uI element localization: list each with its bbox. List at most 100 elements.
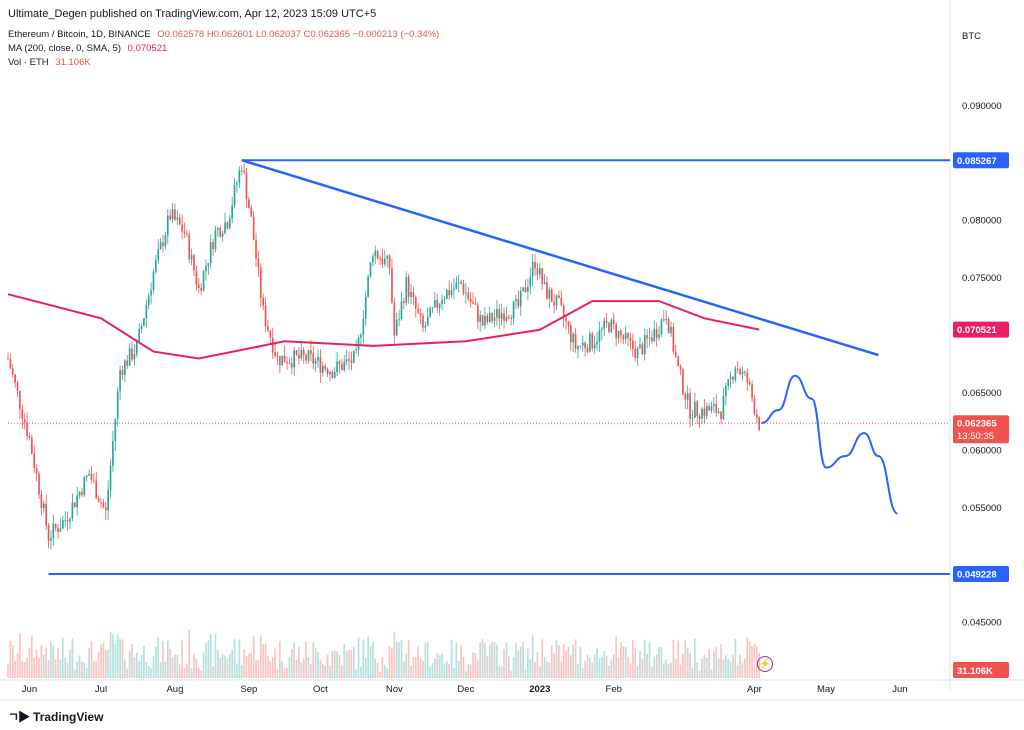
volume-bar (479, 642, 482, 678)
volume-bar (178, 664, 181, 678)
volume-bar (62, 637, 64, 678)
candle-body (469, 298, 472, 303)
legend-vol-label: Vol · ETH (8, 57, 49, 68)
volume-bar (417, 646, 420, 678)
volume-bar (631, 639, 634, 678)
candle-body (138, 329, 140, 341)
volume-bar (388, 646, 391, 678)
candle-body (713, 404, 715, 407)
volume-bar (197, 667, 200, 678)
lightning-icon[interactable]: ⚡ (757, 656, 773, 672)
candle-body (95, 480, 98, 499)
candle-body (708, 405, 710, 411)
legend-ma-value: 0.070521 (127, 43, 168, 54)
candle-body (193, 255, 195, 272)
volume-bar (357, 638, 360, 678)
candle-body (379, 258, 381, 259)
volume-bar (233, 639, 236, 678)
candle-body (224, 222, 226, 234)
candle-body (436, 300, 439, 308)
candle-body (78, 491, 81, 496)
volume-bar (383, 664, 386, 678)
candle-body (460, 282, 462, 284)
volume-bar (689, 652, 691, 678)
candle-body (498, 309, 501, 319)
candle-body (407, 277, 410, 298)
candle-body (624, 332, 627, 340)
candle-body (734, 368, 737, 380)
candle-body (233, 184, 236, 206)
candle-body (729, 376, 732, 380)
volume-bar (333, 650, 336, 678)
x-tick-label: Apr (747, 684, 762, 695)
candle-body (593, 344, 596, 349)
tradingview-footer[interactable]: ㄱ▶ TradingView (8, 708, 104, 725)
volume-bar (124, 659, 126, 678)
y-tick-label: 0.055000 (962, 503, 1002, 514)
candle-body (493, 317, 496, 322)
volume-bar (469, 664, 472, 678)
volume-bar (531, 635, 534, 678)
candle-body (724, 385, 727, 396)
candle-body (21, 409, 24, 420)
volume-bar (653, 656, 656, 678)
countdown-label: 13:50:35 (957, 431, 994, 442)
candle-body (252, 216, 255, 241)
volume-bar (507, 656, 510, 678)
candle-body (643, 335, 646, 355)
volume-bar (11, 645, 14, 678)
volume-bar (734, 638, 737, 678)
volume-bar (52, 645, 55, 678)
candle-body (264, 305, 267, 327)
volume-bar (589, 657, 591, 678)
volume-bar (33, 657, 36, 678)
candle-body (658, 334, 660, 338)
volume-bar (59, 659, 62, 678)
volume-bar (693, 638, 696, 678)
candle-body (276, 355, 279, 357)
candle-body (662, 319, 665, 321)
volume-bar (379, 671, 381, 678)
candle-body (476, 304, 479, 322)
candle-body (73, 502, 76, 507)
volume-bar (336, 651, 338, 678)
candle-body (455, 282, 458, 289)
candle-body (751, 384, 753, 399)
candle-body (362, 318, 365, 335)
candle-body (691, 418, 694, 419)
volume-bar (436, 653, 439, 678)
candle-body (462, 283, 465, 294)
volume-bar (615, 636, 617, 678)
legend-symbol-row: Ethereum / Bitcoin, 1D, BINANCE O0.06257… (8, 28, 439, 42)
volume-bar (717, 658, 720, 678)
candle-body (398, 319, 400, 320)
candle-body (171, 209, 174, 220)
volume-bar (345, 650, 348, 678)
candle-body (97, 498, 100, 503)
volume-bar (145, 662, 148, 678)
candle-body (231, 205, 234, 219)
volume-bar (140, 655, 143, 678)
candle-body (181, 224, 183, 232)
volume-bar (321, 664, 324, 678)
candle-body (491, 312, 493, 322)
volume-bar (541, 639, 544, 678)
candle-body (372, 256, 374, 262)
candle-body (641, 344, 644, 355)
volume-bar (577, 663, 579, 678)
volume-bar (83, 662, 86, 678)
legend-vol-value: 31.106K (55, 57, 91, 68)
candle-body (112, 440, 114, 466)
y-tick-label: 0.075000 (962, 273, 1002, 284)
volume-bar (293, 643, 296, 678)
candle-body (534, 261, 536, 269)
volume-bar (596, 647, 598, 678)
candle-body (450, 290, 453, 296)
candle-body (7, 358, 9, 360)
candle-body (653, 329, 656, 342)
x-tick-label: 2023 (529, 684, 550, 695)
volume-bar (155, 646, 157, 678)
volume-bar (722, 659, 725, 678)
volume-bar (219, 657, 222, 678)
